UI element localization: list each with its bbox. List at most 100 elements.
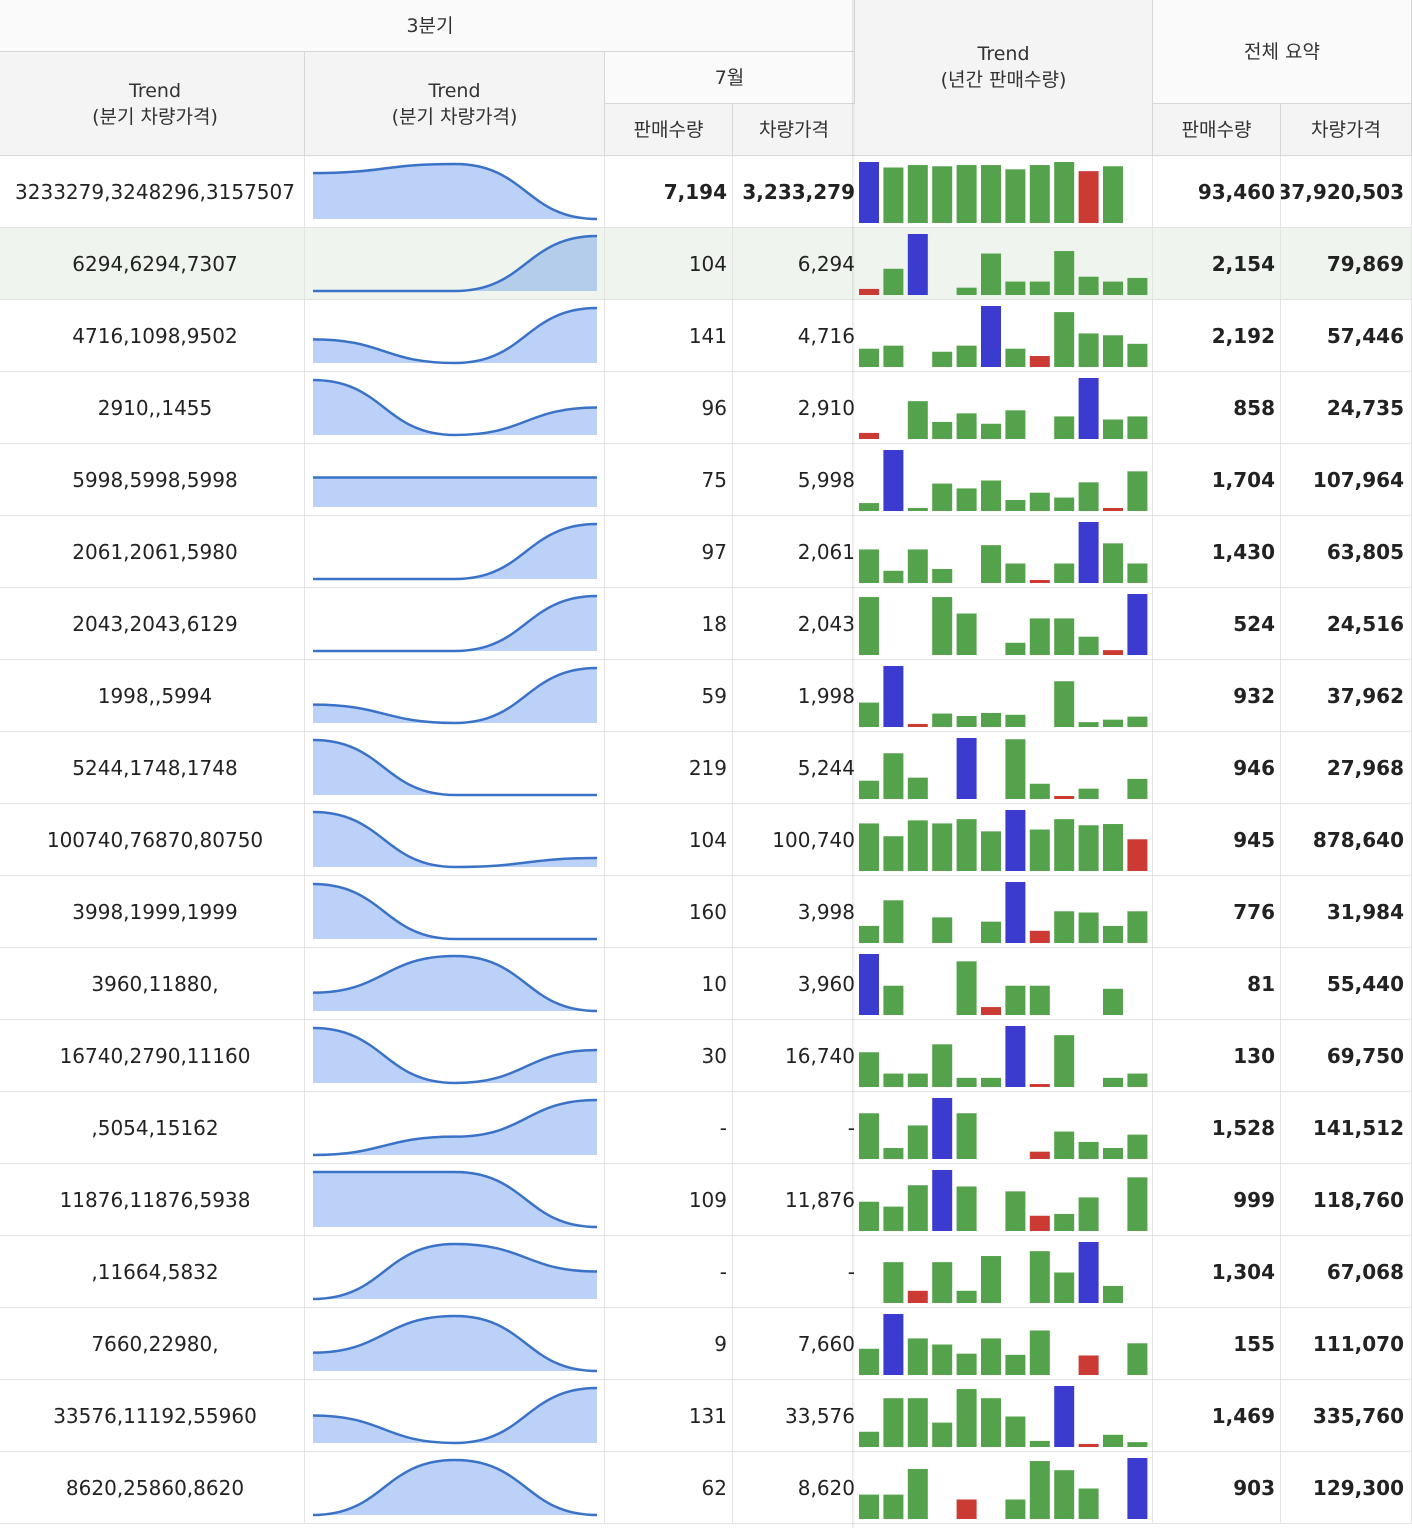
sparkline-area (313, 164, 597, 219)
month-price: 2,043 (797, 611, 855, 636)
annual-bar (956, 613, 977, 655)
annual-bar (1078, 636, 1099, 655)
quarter-price-values: 33576,11192,55960 (6, 1380, 305, 1451)
table-row[interactable]: 2043,2043,6129 18 2,043 524 24,516 (0, 588, 1412, 660)
annual-bar (883, 1148, 904, 1159)
annual-bar (859, 432, 879, 439)
table-row[interactable]: 3998,1999,1999 160 3,998 776 31,984 (0, 876, 1412, 948)
annual-bar (956, 819, 977, 871)
annual-trend-bars (859, 234, 1148, 295)
quarter-trend-cell (305, 1020, 605, 1091)
table-row[interactable]: 5998,5998,5998 75 5,998 1,704 107,964 (0, 444, 1412, 516)
annual-bar (1005, 985, 1026, 1015)
table-row[interactable]: 8620,25860,8620 62 8,620 903 129,300 (0, 1452, 1412, 1524)
table-row[interactable]: 6294,6294,7307 104 6,294 2,154 79,869 (0, 228, 1412, 300)
annual-bar (956, 413, 977, 439)
annual-bar (859, 503, 879, 511)
table-row[interactable]: 3960,11880, 10 3,960 81 55,440 (0, 948, 1412, 1020)
total-qty: 946 (1153, 732, 1281, 803)
annual-bar (1078, 1355, 1099, 1375)
total-price: 118,760 (1281, 1164, 1412, 1235)
header-summary[interactable]: 전체 요약 (1153, 0, 1412, 104)
annual-bar (932, 1422, 953, 1447)
annual-bar (932, 1262, 953, 1303)
sparkline-line (312, 810, 598, 869)
header-total-qty[interactable]: 판매수량 (1153, 104, 1281, 156)
header-month[interactable]: 7월 (605, 52, 855, 104)
table-row[interactable]: 16740,2790,11160 30 16,740 130 69,750 (0, 1020, 1412, 1092)
total-price: 55,440 (1281, 948, 1412, 1019)
quarter-trend-cell (305, 876, 605, 947)
annual-bar (1103, 1077, 1123, 1087)
table-row[interactable]: 2910,,1455 96 2,910 858 24,735 (0, 372, 1412, 444)
quarter-trend-cell (305, 372, 605, 443)
annual-bar (1078, 1488, 1099, 1519)
sparkline-line (312, 1458, 598, 1517)
annual-bar (883, 450, 904, 511)
header-price[interactable]: 차량가격 (733, 104, 855, 156)
annual-bar (932, 823, 953, 871)
header-trend-quarter-1[interactable]: Trend (분기 차량가격) (6, 52, 305, 156)
annual-bar (1029, 165, 1050, 223)
annual-bar (1103, 166, 1123, 223)
annual-bar (1029, 580, 1050, 583)
annual-bar (1078, 788, 1099, 799)
annual-bar (956, 1290, 977, 1303)
annual-bar (1103, 650, 1123, 655)
header-trend-quarter-2[interactable]: Trend (분기 차량가격) (305, 52, 605, 156)
annual-bar (1103, 1285, 1123, 1303)
annual-bar (883, 345, 904, 367)
sparkline-area (313, 596, 597, 651)
quarter-trend-sparkline (312, 1458, 598, 1517)
annual-bar (932, 1344, 953, 1375)
header-qty[interactable]: 판매수량 (605, 104, 733, 156)
quarter-trend-sparkline (313, 594, 598, 653)
annual-bar (907, 1125, 928, 1159)
total-price: 111,070 (1281, 1308, 1412, 1379)
total-qty: 524 (1153, 588, 1281, 659)
annual-bar (1103, 824, 1123, 871)
annual-bar (1054, 681, 1075, 727)
annual-bar (1078, 722, 1099, 727)
table-row[interactable]: 7660,22980, 9 7,660 155 111,070 (0, 1308, 1412, 1380)
header-total-price[interactable]: 차량가격 (1281, 104, 1412, 156)
header-quarter[interactable]: 3분기 (6, 0, 855, 52)
annual-bar (1103, 988, 1123, 1015)
table-row[interactable]: 1998,,5994 59 1,998 932 37,962 (0, 660, 1412, 732)
table-row[interactable]: 3233279,3248296,3157507 7,194 3,233,279 93,… (0, 156, 1412, 228)
table-row[interactable]: 5244,1748,1748 219 5,244 946 27,968 (0, 732, 1412, 804)
annual-bar (907, 820, 928, 871)
quarter-price-values: ,11664,5832 (6, 1236, 305, 1307)
annual-bar (1054, 312, 1075, 367)
table-row[interactable]: 11876,11876,5938 109 11,876 999 118,760 (0, 1164, 1412, 1236)
annual-bar (1078, 333, 1099, 367)
table-row[interactable]: 4716,1098,9502 141 4,716 2,192 57,446 (0, 300, 1412, 372)
quarter-trend-cell (305, 660, 605, 731)
annual-bar (1078, 825, 1099, 871)
total-qty: 1,469 (1153, 1380, 1281, 1451)
annual-bar (907, 401, 928, 439)
annual-bar (1078, 912, 1099, 943)
annual-bar (1103, 1434, 1123, 1447)
annual-bar (883, 985, 904, 1015)
sparkline-area (313, 668, 597, 723)
annual-trend-cell (855, 1308, 1153, 1379)
header-left-spacer (0, 0, 6, 52)
quarter-trend-cell (305, 444, 605, 515)
header-trend-annual[interactable]: Trend (년간 판매수량) (855, 0, 1153, 156)
annual-bar (981, 423, 1001, 439)
table-row[interactable]: 100740,76870,80750 104 100,740 945 878,640 (0, 804, 1412, 876)
quarter-trend-cell (305, 804, 605, 875)
quarter-price-values: 5244,1748,1748 (6, 732, 305, 803)
table-row[interactable]: 33576,11192,55960 131 33,576 1,469 335,760 (0, 1380, 1412, 1452)
annual-bar (1078, 378, 1099, 439)
total-qty: 81 (1153, 948, 1281, 1019)
annual-trend-bars (859, 882, 1148, 943)
annual-bar (932, 351, 953, 367)
table-row[interactable]: 2061,2061,5980 97 2,061 1,430 63,805 (0, 516, 1412, 588)
annual-bar (1029, 356, 1050, 367)
annual-bar (1005, 739, 1026, 799)
annual-bar (1127, 839, 1148, 871)
